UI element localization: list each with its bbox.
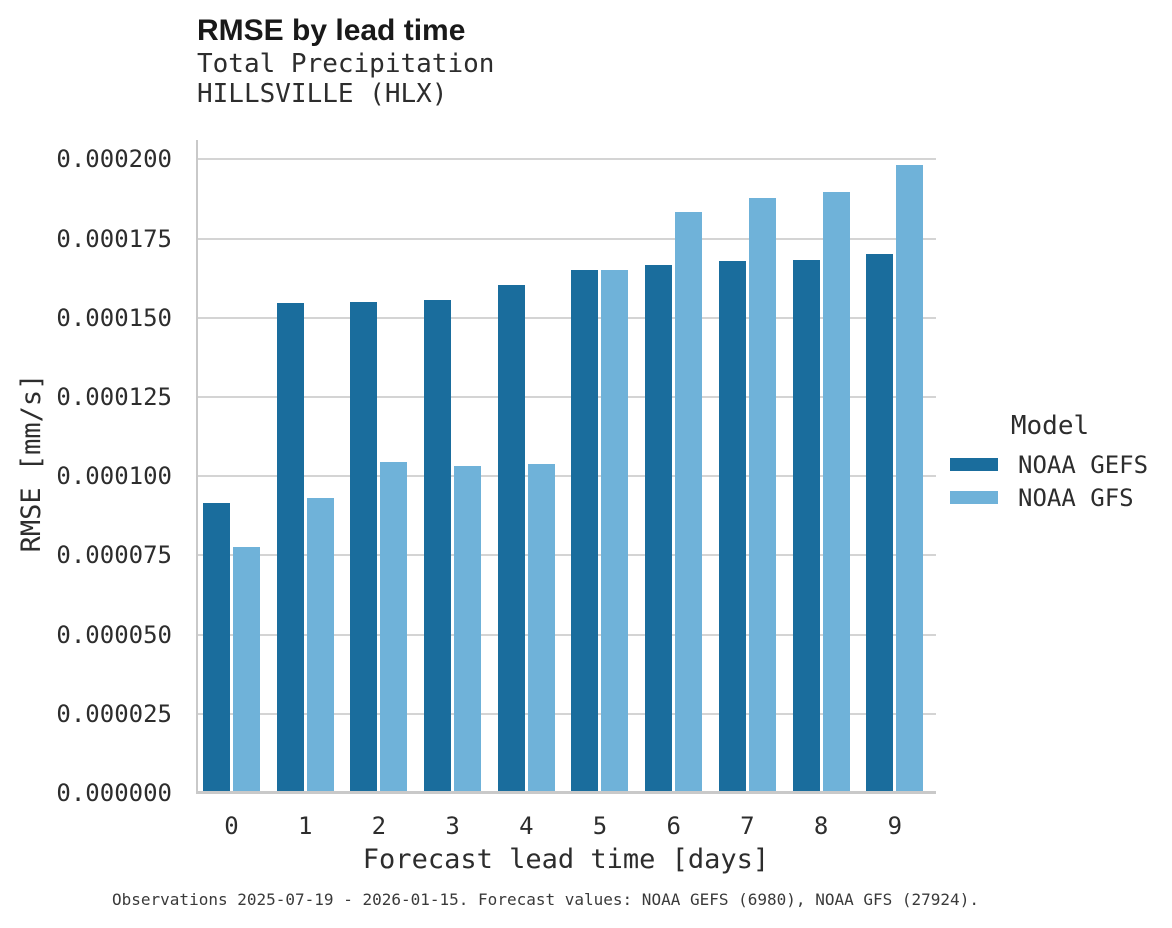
bar-noaa-gefs-lead-8 <box>792 260 820 793</box>
chart-subtitle-line-2: HILLSVILLE (HLX) <box>197 79 448 109</box>
bar-noaa-gefs-lead-7 <box>718 260 746 793</box>
y-tick-label: 0.000075 <box>56 541 172 570</box>
bar-group-lead-5 <box>571 270 629 793</box>
bar-group-lead-8 <box>792 192 850 793</box>
bar-group-lead-3 <box>424 300 482 793</box>
bar-noaa-gefs-lead-3 <box>424 300 452 793</box>
gridline <box>196 712 936 715</box>
bar-noaa-gefs-lead-1 <box>276 302 304 793</box>
bar-group-lead-9 <box>866 165 924 793</box>
bar-noaa-gefs-lead-5 <box>571 270 599 793</box>
bar-noaa-gefs-lead-9 <box>866 253 894 793</box>
legend-label-noaa-gfs: NOAA GFS <box>1018 483 1134 512</box>
y-tick-label: 0.000150 <box>56 303 172 332</box>
y-tick-label: 0.000000 <box>56 779 172 807</box>
bar-noaa-gfs-lead-3 <box>454 465 482 793</box>
bar-noaa-gefs-lead-2 <box>350 301 378 793</box>
x-axis-title: Forecast lead time [days] <box>362 844 770 875</box>
bar-group-lead-2 <box>350 301 408 793</box>
y-tick-label: 0.000175 <box>56 224 172 253</box>
bar-noaa-gfs-lead-7 <box>748 198 776 793</box>
x-tick-label: 1 <box>297 812 313 840</box>
legend-title: Model <box>1010 411 1090 441</box>
bar-group-lead-4 <box>497 284 555 793</box>
bar-noaa-gefs-lead-0 <box>203 503 230 793</box>
x-tick-label: 6 <box>666 812 681 840</box>
x-tick-label: 2 <box>371 812 387 840</box>
bar-group-lead-1 <box>276 302 334 793</box>
bar-group-lead-0 <box>203 503 260 793</box>
chart-title: RMSE by lead time <box>197 14 466 47</box>
footer-note: Observations 2025-07-19 - 2026-01-15. Fo… <box>112 890 979 909</box>
plot-area <box>196 140 936 794</box>
y-axis-title: RMSE [mm/s] <box>16 373 47 553</box>
gridline <box>196 316 936 319</box>
x-tick-label: 0 <box>224 812 239 840</box>
bar-noaa-gfs-lead-2 <box>380 461 408 793</box>
y-tick-label: 0.000050 <box>56 620 172 649</box>
x-tick-label: 8 <box>813 812 829 840</box>
legend-item-noaa-gefs: NOAA GEFS <box>950 448 1160 481</box>
legend-label-noaa-gefs: NOAA GEFS <box>1018 450 1149 479</box>
y-tick-label: 0.000125 <box>56 383 172 411</box>
y-tick-label: 0.000200 <box>56 145 172 174</box>
bars-layer <box>196 140 936 793</box>
bar-noaa-gfs-lead-0 <box>233 546 260 793</box>
y-tick-label: 0.000100 <box>56 462 172 491</box>
x-axis-spine <box>196 791 936 794</box>
x-tick-label: 5 <box>592 812 608 840</box>
x-tick-label: 3 <box>445 812 460 840</box>
chart-subtitle: Total Precipitation HILLSVILLE (HLX) <box>197 49 494 109</box>
gridline <box>196 475 936 478</box>
bar-group-lead-6 <box>645 212 703 793</box>
y-tick-label: 0.000025 <box>56 699 172 728</box>
bar-noaa-gfs-lead-6 <box>675 212 703 793</box>
bar-noaa-gfs-lead-4 <box>527 464 555 793</box>
legend-swatch-noaa-gfs <box>950 491 998 504</box>
bar-noaa-gefs-lead-4 <box>497 284 525 793</box>
chart-subtitle-line-1: Total Precipitation <box>197 49 495 79</box>
gridline <box>196 633 936 636</box>
gridline <box>196 237 936 240</box>
gridline <box>196 158 936 161</box>
gridline <box>196 554 936 557</box>
gridline <box>196 396 936 398</box>
bar-noaa-gefs-lead-6 <box>645 264 673 793</box>
bar-noaa-gfs-lead-8 <box>822 192 850 793</box>
bar-noaa-gfs-lead-5 <box>601 270 629 793</box>
x-tick-label: 7 <box>740 812 755 840</box>
x-tick-label: 9 <box>887 812 903 840</box>
bar-group-lead-7 <box>718 198 776 793</box>
legend-item-noaa-gfs: NOAA GFS <box>950 481 1160 514</box>
bar-noaa-gfs-lead-9 <box>896 165 924 793</box>
x-tick-label: 4 <box>519 812 534 840</box>
legend: Model NOAA GEFS NOAA GFS <box>950 412 1160 514</box>
bar-noaa-gfs-lead-1 <box>306 498 334 793</box>
y-axis-spine <box>196 140 198 793</box>
legend-swatch-noaa-gefs <box>950 458 998 471</box>
